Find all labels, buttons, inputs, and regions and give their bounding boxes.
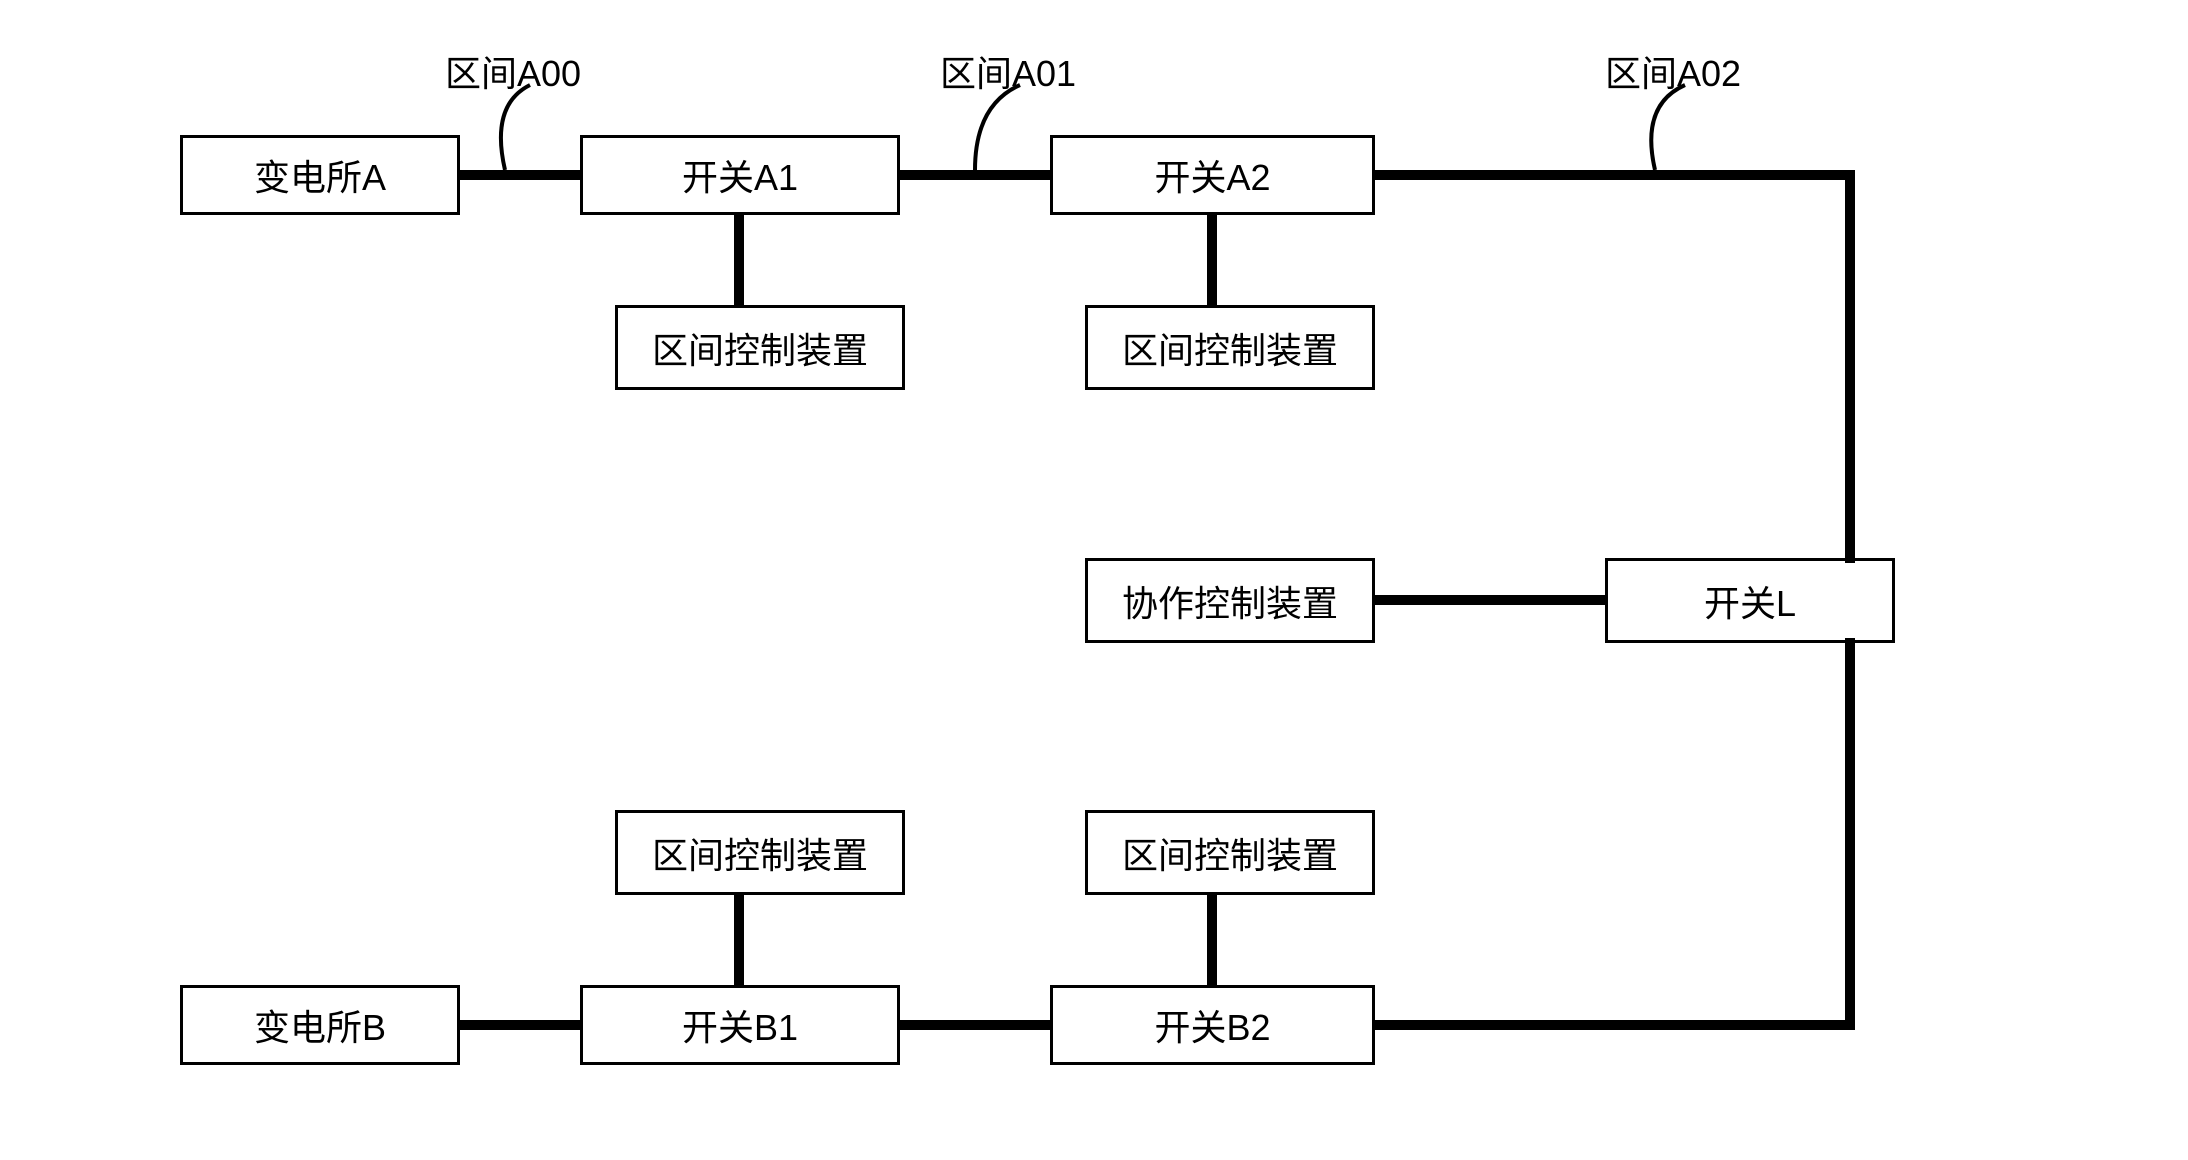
edge-ca1: [734, 215, 744, 305]
edge-a02-h: [1375, 170, 1855, 180]
node-substation-a: 变电所A: [180, 135, 460, 215]
node-switch-b2: 开关B2: [1050, 985, 1375, 1065]
node-coop-ctrl: 协作控制装置: [1085, 558, 1375, 643]
edge-right-top: [1845, 170, 1855, 563]
edge-a01: [900, 170, 1050, 180]
node-switch-l: 开关L: [1605, 558, 1895, 643]
edge-right-bot: [1845, 638, 1855, 1030]
section-label-a02: 区间A02: [1605, 45, 1741, 97]
edge-ca2: [1207, 215, 1217, 305]
node-switch-a2: 开关A2: [1050, 135, 1375, 215]
edge-coop: [1375, 595, 1605, 605]
node-switch-b1: 开关B1: [580, 985, 900, 1065]
section-label-a01: 区间A01: [940, 45, 1076, 97]
edge-a00: [460, 170, 580, 180]
edge-b01: [900, 1020, 1050, 1030]
edge-b00: [460, 1020, 580, 1030]
node-ctrl-b2: 区间控制装置: [1085, 810, 1375, 895]
edge-cb1: [734, 895, 744, 985]
power-distribution-diagram: 区间A00 区间A01 区间A02 变电所A 开关A1 开关A2 区间控制装置 …: [0, 0, 2188, 1160]
node-ctrl-b1: 区间控制装置: [615, 810, 905, 895]
edge-cb2: [1207, 895, 1217, 985]
node-substation-b: 变电所B: [180, 985, 460, 1065]
node-switch-a1: 开关A1: [580, 135, 900, 215]
edge-b02-h: [1375, 1020, 1855, 1030]
node-ctrl-a1: 区间控制装置: [615, 305, 905, 390]
section-label-a00: 区间A00: [445, 45, 581, 97]
node-ctrl-a2: 区间控制装置: [1085, 305, 1375, 390]
